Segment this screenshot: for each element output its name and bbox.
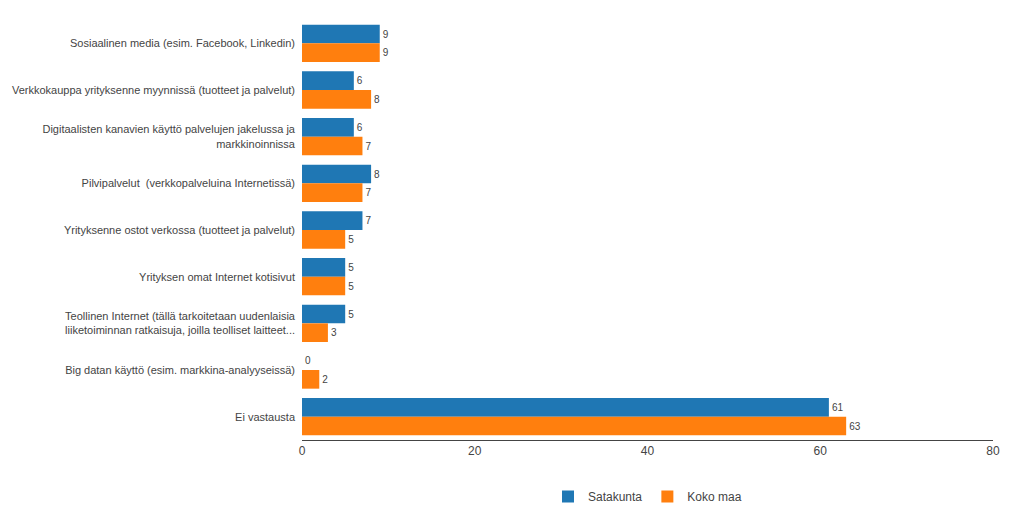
svg-text:40: 40 (641, 444, 655, 458)
svg-text:7: 7 (365, 187, 371, 198)
svg-text:7: 7 (365, 141, 371, 152)
svg-text:80: 80 (986, 444, 1000, 458)
svg-text:6: 6 (357, 75, 363, 86)
svg-text:Ei vastausta: Ei vastausta (235, 411, 296, 423)
svg-text:3: 3 (331, 327, 337, 338)
svg-text:Teollinen Internet (tällä tark: Teollinen Internet (tällä tarkoitetaan u… (65, 310, 296, 336)
svg-text:9: 9 (383, 29, 389, 40)
svg-text:60: 60 (814, 444, 828, 458)
svg-text:20: 20 (468, 444, 482, 458)
svg-text:8: 8 (374, 94, 380, 105)
svg-text:Sosiaalinen media (esim. Faceb: Sosiaalinen media (esim. Facebook, Linke… (70, 37, 295, 49)
svg-text:0: 0 (305, 355, 311, 366)
svg-text:63: 63 (849, 421, 861, 432)
svg-text:5: 5 (348, 262, 354, 273)
svg-text:Yrityksenne ostot verkossa (tu: Yrityksenne ostot verkossa (tuotteet ja … (64, 224, 295, 236)
svg-text:5: 5 (348, 309, 354, 320)
svg-text:7: 7 (365, 215, 371, 226)
svg-text:6: 6 (357, 122, 363, 133)
svg-text:2: 2 (322, 374, 328, 385)
svg-text:Pilvipalvelut (verkkopalvelui: Pilvipalvelut (verkkopalveluina Internet… (82, 177, 295, 189)
svg-text:9: 9 (383, 47, 389, 58)
svg-text:Koko maa: Koko maa (687, 490, 741, 504)
svg-text:Verkkokauppa yrityksenne myynn: Verkkokauppa yrityksenne myynnissä (tuot… (12, 84, 295, 96)
svg-text:8: 8 (374, 169, 380, 180)
svg-text:Yrityksen omat Internet kotisi: Yrityksen omat Internet kotisivut (139, 271, 295, 283)
svg-text:0: 0 (299, 444, 306, 458)
svg-text:Satakunta: Satakunta (588, 490, 642, 504)
svg-text:5: 5 (348, 234, 354, 245)
svg-text:5: 5 (348, 281, 354, 292)
svg-text:61: 61 (832, 402, 844, 413)
svg-text:Digitaalisten kanavien käyttö: Digitaalisten kanavien käyttö palvelujen… (42, 123, 295, 149)
svg-text:Big datan käyttö (esim. markki: Big datan käyttö (esim. markkina-analyys… (65, 364, 295, 376)
